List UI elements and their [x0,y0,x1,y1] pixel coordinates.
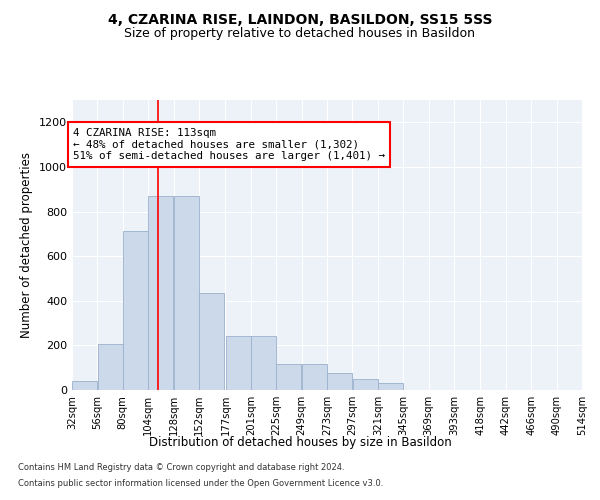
Text: Contains public sector information licensed under the Open Government Licence v3: Contains public sector information licen… [18,478,383,488]
Text: 4 CZARINA RISE: 113sqm
← 48% of detached houses are smaller (1,302)
51% of semi-: 4 CZARINA RISE: 113sqm ← 48% of detached… [73,128,385,161]
Bar [353,379,377,390]
Bar [378,384,403,390]
Bar [251,336,276,390]
Text: 4, CZARINA RISE, LAINDON, BASILDON, SS15 5SS: 4, CZARINA RISE, LAINDON, BASILDON, SS15… [108,12,492,26]
Bar [123,230,148,390]
Bar [226,336,251,390]
Bar [327,374,352,390]
Text: Size of property relative to detached houses in Basildon: Size of property relative to detached ho… [125,28,476,40]
Bar [72,380,97,390]
Bar [148,196,173,390]
Bar [98,344,122,390]
Bar [174,196,199,390]
Text: Contains HM Land Registry data © Crown copyright and database right 2024.: Contains HM Land Registry data © Crown c… [18,464,344,472]
Text: Distribution of detached houses by size in Basildon: Distribution of detached houses by size … [149,436,451,449]
Bar [199,293,224,390]
Bar [277,364,301,390]
Bar [302,364,327,390]
Y-axis label: Number of detached properties: Number of detached properties [20,152,34,338]
